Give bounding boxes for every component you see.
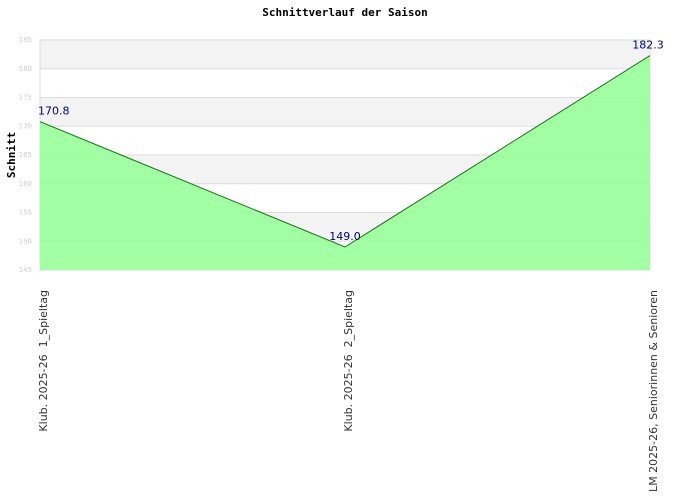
- x-tick-label: Klub. 2025-26 2_Spieltag: [342, 290, 355, 432]
- y-tick-label: 160: [19, 180, 32, 188]
- y-tick-label: 170: [19, 122, 32, 130]
- y-tick-label: 180: [19, 65, 32, 73]
- area: [40, 55, 650, 271]
- y-tick-label: 145: [19, 266, 32, 274]
- grid-band: [40, 68, 650, 98]
- y-tick-label: 165: [19, 151, 32, 159]
- grid-band: [40, 40, 650, 69]
- value-label: 170.8: [38, 105, 70, 118]
- y-tick-label: 150: [19, 237, 32, 245]
- value-label: 182.3: [632, 39, 664, 52]
- y-tick-label: 175: [19, 94, 32, 102]
- line: [39, 55, 651, 248]
- y-axis-label: Schnitt: [5, 132, 18, 178]
- chart-title: Schnittverlauf der Saison: [262, 6, 428, 19]
- value-label: 149.0: [329, 230, 361, 243]
- x-tick-label: Klub. 2025-26 1_Spieltag: [37, 290, 50, 432]
- x-tick-label: LM 2025-26, Seniorinnen & Senioren: [647, 290, 660, 492]
- y-tick-label: 155: [19, 209, 32, 217]
- y-tick-label: 185: [19, 36, 32, 44]
